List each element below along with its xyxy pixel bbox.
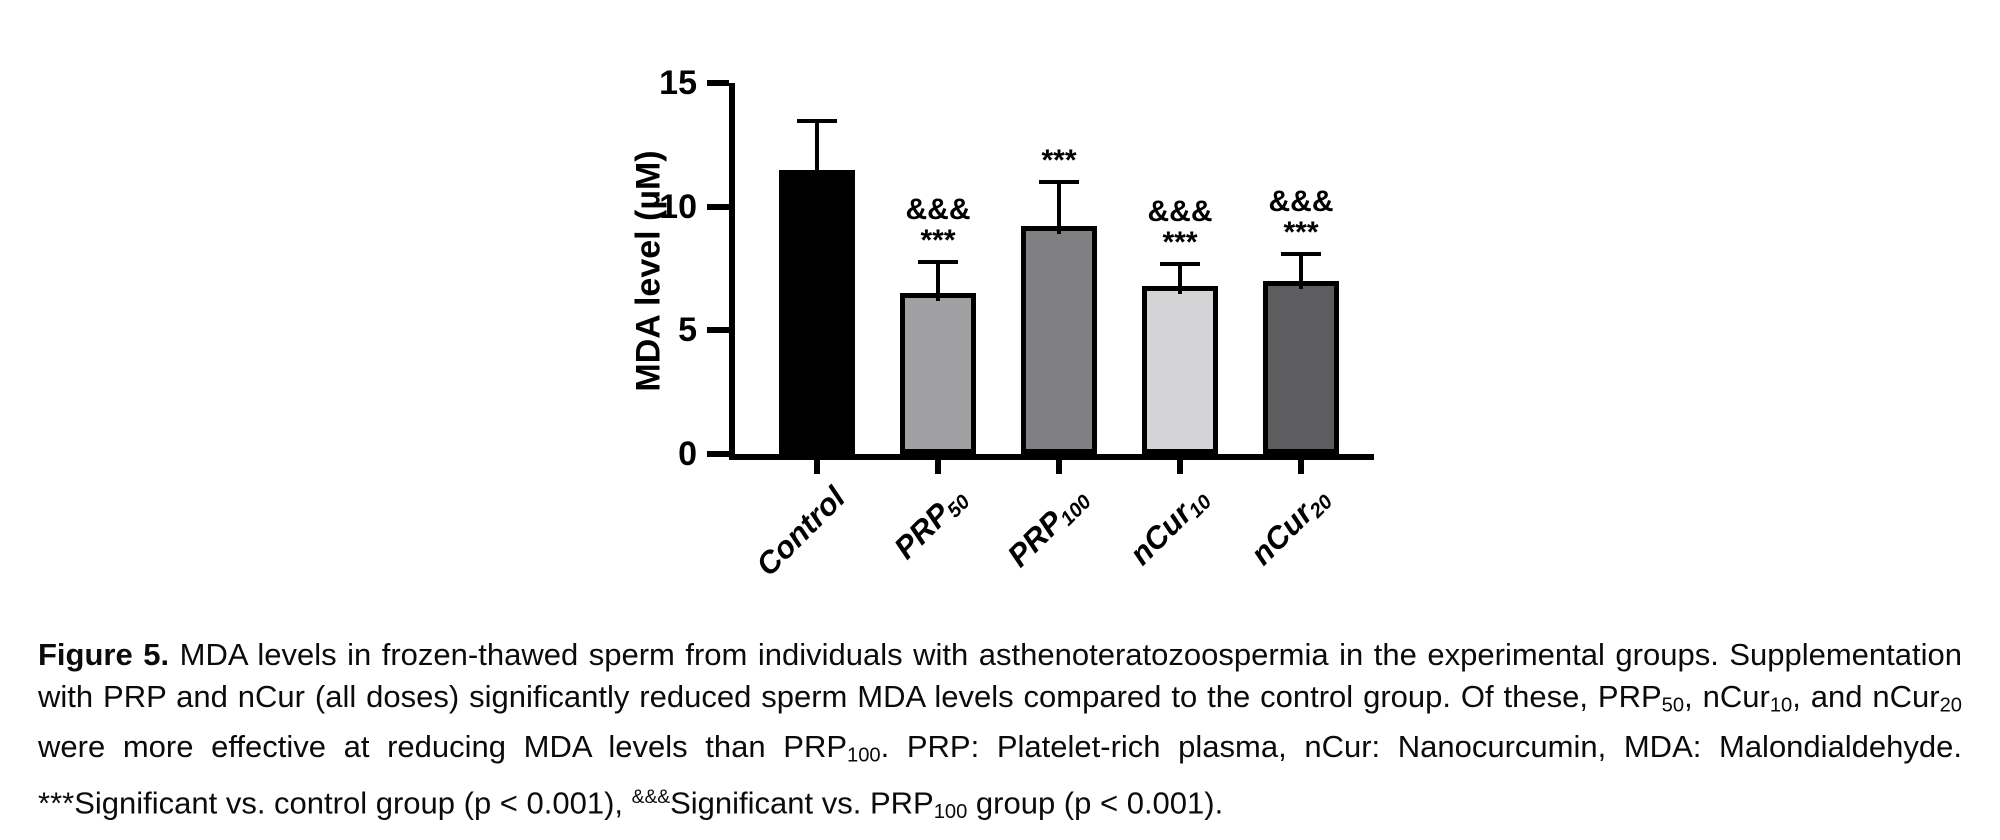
subscript-text: 10: [1769, 694, 1793, 717]
bar-PRP50: [900, 293, 976, 454]
subscript-text: 20: [1939, 694, 1962, 717]
error-bar-cap: [1281, 252, 1321, 257]
text-segment: were more effective at reducing MDA leve…: [38, 729, 848, 765]
subscript-text: 100: [847, 744, 881, 767]
bar-nCur20: [1263, 280, 1339, 454]
significance-annotation: ***: [984, 145, 1134, 176]
text-segment: . PRP: Platelet-rich plasma, nCur: Nanoc…: [38, 729, 1962, 821]
text-segment: MDA levels in frozen-thawed sperm from i…: [38, 637, 1962, 714]
y-axis-tick: [707, 80, 729, 86]
text-segment: Significant vs. PRP: [670, 785, 934, 821]
y-axis-tick: [707, 327, 729, 334]
x-axis-tick: [1298, 460, 1304, 474]
significance-line: ***: [920, 223, 956, 257]
text-segment: , nCur: [1684, 679, 1770, 714]
x-tick-label-text: nCur20: [1244, 480, 1338, 574]
subscript-text: 100: [933, 800, 968, 823]
error-bar-line: [936, 263, 940, 302]
x-axis-tick: [935, 460, 941, 474]
y-tick-label: 15: [659, 64, 697, 102]
significance-annotation: &&& ***: [1226, 186, 1376, 248]
error-bar-line: [1178, 266, 1182, 294]
significance-line: &&&: [1268, 185, 1334, 219]
y-tick-label: 0: [678, 435, 697, 473]
significance-line: ***: [1041, 144, 1077, 178]
text-segment: , and nCur: [1792, 679, 1940, 714]
significance-line: &&&: [905, 192, 971, 226]
error-bar-line: [1299, 256, 1303, 289]
x-tick-label-nCur20: nCur20: [1071, 480, 1337, 572]
subscript-text: 50: [1661, 694, 1685, 717]
bar-PRP100: [1021, 226, 1097, 454]
error-bar-cap: [1039, 180, 1079, 185]
x-axis-tick: [814, 460, 820, 474]
y-axis-tick: [707, 451, 729, 457]
figure-caption: Figure 5. MDA levels in frozen-thawed sp…: [38, 634, 1962, 833]
text-segment: Figure 5.: [38, 637, 170, 672]
x-axis-tick: [1177, 460, 1183, 474]
x-axis-tick: [1056, 460, 1062, 474]
significance-line: ***: [1283, 216, 1319, 250]
error-bar-cap: [797, 118, 837, 123]
significance-annotation: &&& ***: [1105, 196, 1255, 258]
significance-line: ***: [1162, 226, 1198, 260]
bar-Control: [779, 169, 855, 454]
y-axis-tick: [707, 203, 729, 210]
text-segment: group (p < 0.001).: [967, 785, 1224, 821]
significance-line: &&&: [1147, 195, 1213, 229]
y-tick-label: 10: [659, 187, 697, 226]
bar-nCur10: [1142, 285, 1218, 454]
significance-annotation: &&& ***: [863, 194, 1013, 256]
error-bar-cap: [918, 259, 958, 264]
bar-chart-plot-area: 0 5 10 15 Control &&& *** PRP50 *** PRP100 &&& *** n…: [659, 64, 1376, 583]
error-bar-cap: [1160, 262, 1200, 267]
error-bar-line: [815, 122, 819, 178]
y-tick-label: 5: [678, 311, 697, 350]
superscript-text: &&&: [631, 786, 671, 808]
error-bar-line: [1057, 184, 1061, 235]
